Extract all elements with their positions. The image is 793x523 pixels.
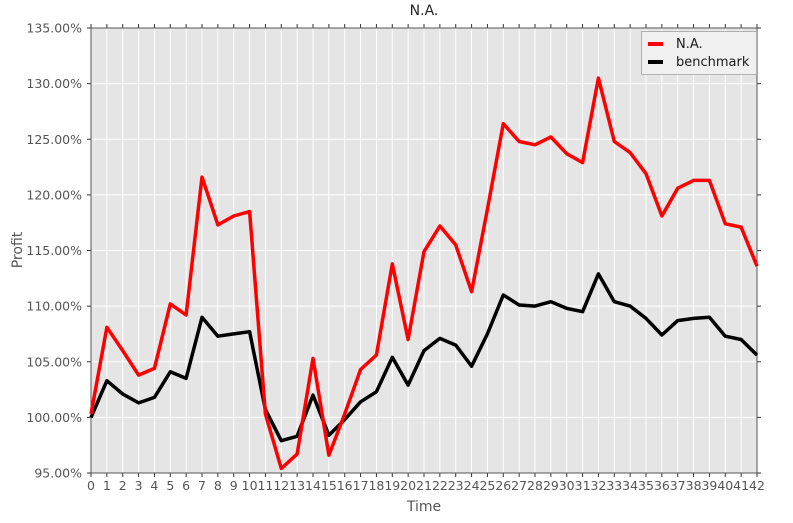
x-tick-label: 8 [214, 478, 222, 493]
x-tick-label: 13 [289, 478, 305, 493]
x-tick-label: 23 [448, 478, 464, 493]
x-tick-label: 2 [119, 478, 127, 493]
x-tick-label: 26 [495, 478, 511, 493]
x-tick-label: 9 [230, 478, 238, 493]
series-line-benchmark [89, 272, 759, 443]
x-tick-label: 7 [198, 478, 206, 493]
chart-title: N.A. [409, 3, 439, 19]
x-tick-label: 27 [511, 478, 527, 493]
x-tick-label: 10 [242, 478, 258, 493]
legend-label-benchmark: benchmark [676, 54, 750, 70]
x-tick-label: 20 [400, 478, 416, 493]
x-tick-label: 25 [479, 478, 495, 493]
tick-marks [87, 24, 761, 477]
x-tick-label: 14 [305, 478, 321, 493]
x-tick-label: 12 [273, 478, 289, 493]
x-tick-label: 15 [321, 478, 337, 493]
x-tick-label: 33 [606, 478, 622, 493]
y-tick-label: 115.00% [26, 243, 82, 258]
x-tick-label: 35 [638, 478, 654, 493]
x-tick-label: 22 [432, 478, 448, 493]
x-tick-label: 11 [257, 478, 273, 493]
x-tick-label: 0 [87, 478, 95, 493]
legend-item-benchmark: benchmark [648, 56, 750, 69]
benchmark-line-swatch [648, 60, 663, 64]
x-tick-label: 32 [590, 478, 606, 493]
x-tick-label: 16 [337, 478, 353, 493]
y-tick-label: 130.00% [26, 76, 82, 91]
y-tick-label: 100.00% [26, 410, 82, 425]
x-tick-label: 3 [135, 478, 143, 493]
x-tick-label: 40 [717, 478, 733, 493]
series-line-n-a- [89, 76, 759, 471]
legend-item-na: N.A. [648, 38, 750, 51]
legend-label-na: N.A. [676, 36, 703, 52]
x-tick-label: 41 [733, 478, 749, 493]
x-tick-label: 21 [416, 478, 432, 493]
x-tick-label: 24 [464, 478, 480, 493]
y-tick-label: 135.00% [26, 21, 82, 36]
x-tick-label: 31 [575, 478, 591, 493]
x-tick-label: 38 [686, 478, 702, 493]
x-tick-labels: 0 1 2 3 4 5 6 7 8 9 10 11 12 13 14 15 16 17 18 19 20 21 22 23 24… [87, 478, 765, 493]
na-line-swatch [648, 42, 663, 46]
y-tick-label: 105.00% [26, 354, 82, 369]
y-tick-label: 95.00% [34, 466, 82, 481]
x-tick-label: 19 [384, 478, 400, 493]
x-tick-label: 28 [527, 478, 543, 493]
y-tick-label: 120.00% [26, 187, 82, 202]
x-tick-label: 42 [749, 478, 765, 493]
plot-spines [90, 27, 758, 474]
y-tick-labels: 95.00% 100.00% 105.00% 110.00% 115.00% 120.00… [26, 21, 82, 481]
x-tick-label: 37 [670, 478, 686, 493]
x-tick-label: 6 [182, 478, 190, 493]
x-axis-label: Time [406, 499, 442, 515]
x-tick-label: 39 [701, 478, 717, 493]
x-tick-label: 30 [559, 478, 575, 493]
x-tick-label: 29 [543, 478, 559, 493]
x-tick-label: 17 [353, 478, 369, 493]
y-tick-label: 110.00% [26, 299, 82, 314]
legend: N.A. benchmark [641, 31, 757, 75]
x-tick-label: 34 [622, 478, 638, 493]
x-tick-label: 18 [368, 478, 384, 493]
x-tick-label: 5 [166, 478, 174, 493]
y-tick-label: 125.00% [26, 132, 82, 147]
x-tick-label: 36 [654, 478, 670, 493]
x-tick-label: 1 [103, 478, 111, 493]
x-tick-label: 4 [150, 478, 158, 493]
y-axis-label: Profit [10, 231, 26, 269]
